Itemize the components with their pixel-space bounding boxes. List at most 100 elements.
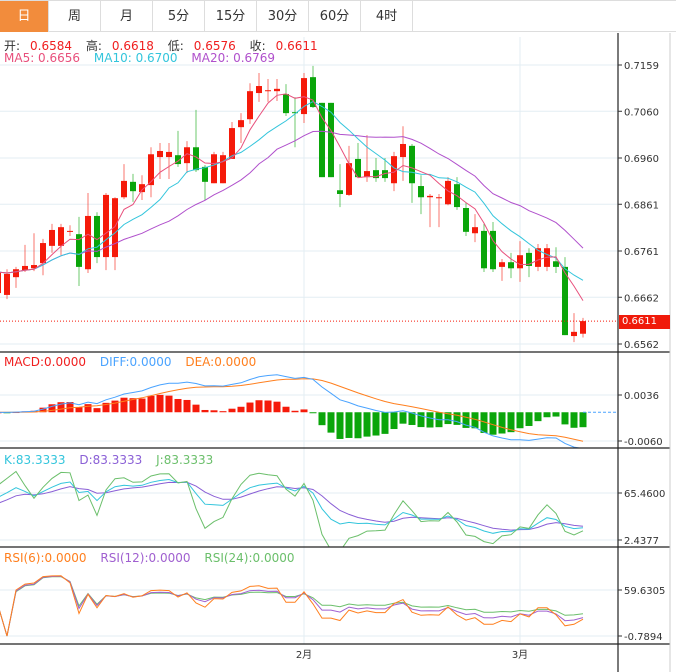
candle-up — [13, 269, 19, 278]
macd-axis-tick-label: -0.0060 — [624, 437, 663, 448]
macd-bar — [309, 412, 317, 414]
ma20-line — [0, 130, 584, 274]
macd-bar — [129, 398, 137, 413]
macd-bar — [48, 404, 56, 413]
tab-15min[interactable]: 15分 — [205, 1, 257, 32]
candle-up — [211, 154, 217, 184]
candle-up — [166, 151, 172, 158]
kdj-axis-tick-label: 65.4600 — [624, 489, 665, 500]
candle-down — [292, 112, 298, 114]
macd-bar — [498, 412, 506, 434]
kdj-legend: K:83.3333 D:83.3333 J:83.3333 — [4, 453, 223, 467]
diff-line — [0, 374, 583, 448]
macd-bar — [471, 412, 479, 429]
tab-5min[interactable]: 5分 — [153, 1, 205, 32]
candle-up — [274, 88, 280, 92]
macd-bar — [570, 412, 578, 428]
macd-bar — [552, 412, 560, 417]
candle-up — [580, 321, 586, 334]
macd-bar — [219, 411, 227, 413]
price-axis-tick-label: 0.6960 — [624, 154, 659, 165]
ma-legend: MA5: 0.6656 MA10: 0.6700 MA20: 0.6769 — [4, 51, 285, 65]
candle-up — [436, 197, 442, 199]
candle-up — [301, 78, 307, 115]
candle-up — [67, 230, 73, 232]
candle-up — [535, 248, 541, 267]
candle-down — [328, 102, 334, 178]
ma5-line — [0, 93, 584, 301]
macd-bar — [183, 399, 191, 413]
dea-line — [0, 378, 584, 442]
d-value: D:83.3333 — [79, 453, 143, 467]
ma10-legend: MA10: 0.6700 — [93, 51, 178, 65]
candle-up — [571, 331, 577, 337]
time-axis-label: 3月 — [512, 649, 528, 661]
candle-up — [103, 194, 109, 258]
tab-week[interactable]: 周 — [49, 1, 101, 32]
candle-up — [256, 86, 262, 94]
candle-down — [409, 145, 415, 184]
macd-bar — [228, 408, 236, 413]
macd-bar — [327, 412, 335, 433]
macd-bar — [255, 400, 263, 413]
macd-bar — [156, 394, 164, 413]
macd-bar — [237, 406, 245, 413]
candle-down — [310, 77, 316, 108]
ma5-legend: MA5: 0.6656 — [4, 51, 81, 65]
tab-60min[interactable]: 60分 — [309, 1, 361, 32]
candle-up — [499, 262, 505, 267]
tab-4hour[interactable]: 4时 — [361, 1, 413, 32]
candle-down — [418, 186, 424, 198]
macd-bar — [57, 402, 65, 413]
rsi12-value: RSI(12):0.0000 — [100, 551, 191, 565]
macd-bar — [579, 412, 587, 428]
high-label: 高: — [85, 39, 102, 53]
rsi6-line — [0, 575, 584, 637]
macd-bar — [462, 412, 470, 428]
candle-down — [382, 170, 388, 179]
candle-up — [184, 147, 190, 164]
candle-up — [112, 198, 118, 258]
candle-up — [247, 91, 253, 120]
candle-up — [121, 180, 127, 198]
macd-bar — [147, 395, 155, 413]
macd-bar — [453, 412, 461, 425]
candle-up — [157, 150, 163, 158]
candle-down — [283, 93, 289, 114]
macd-bar — [489, 412, 497, 435]
macd-bar — [201, 409, 209, 413]
open-value: 0.6584 — [30, 39, 73, 53]
macd-bar — [399, 412, 407, 424]
macd-bar — [111, 400, 119, 413]
macd-bar — [417, 412, 425, 428]
ohlc-legend: 开: 0.6584 高: 0.6618 低: 0.6576 收: 0.6611 — [4, 37, 328, 54]
candle-down — [130, 181, 136, 192]
rsi-axis-tick-label: -0.7894 — [624, 632, 663, 643]
k-line — [0, 478, 584, 534]
current-price-tag: 0.6611 — [619, 315, 670, 329]
ma10-line — [0, 101, 584, 281]
candle-down — [526, 252, 532, 266]
price-axis-tick-label: 0.6562 — [624, 340, 659, 351]
tab-month[interactable]: 月 — [101, 1, 153, 32]
macd-bar — [525, 412, 533, 426]
candle-up — [229, 128, 235, 159]
tab-day[interactable]: 日 — [0, 1, 49, 32]
candle-down — [76, 234, 82, 267]
candle-up — [265, 90, 271, 92]
macd-bar — [75, 407, 83, 413]
macd-bar — [372, 412, 380, 436]
rsi-axis-tick-label: 59.6305 — [624, 586, 665, 597]
candle-down — [337, 190, 343, 194]
candle-down — [202, 166, 208, 182]
price-axis-tick-label: 0.6662 — [624, 293, 659, 304]
close-label: 收: — [249, 39, 266, 53]
candle-down — [94, 215, 100, 258]
candle-down — [355, 158, 361, 178]
j-line — [0, 470, 584, 547]
tab-30min[interactable]: 30分 — [257, 1, 309, 32]
candle-up — [364, 171, 370, 178]
macd-bar — [444, 412, 452, 425]
candle-up — [31, 265, 37, 269]
